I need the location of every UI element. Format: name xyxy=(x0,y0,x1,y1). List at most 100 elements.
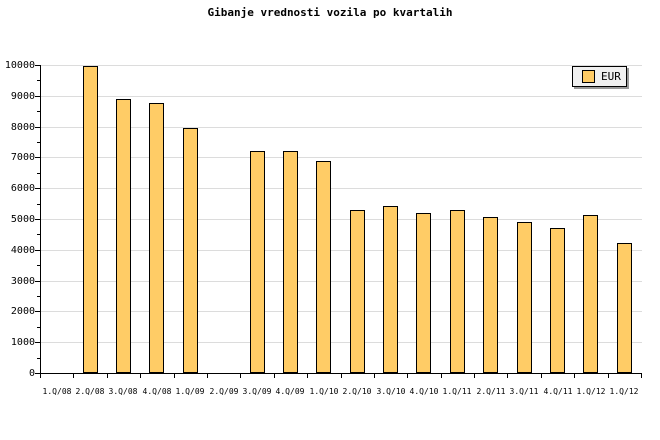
y-axis-major-tick xyxy=(35,281,40,282)
bar-1-q-12 xyxy=(583,215,598,373)
y-axis-major-tick xyxy=(35,157,40,158)
x-axis-category-label: 1.Q/10 xyxy=(309,387,339,396)
chart-title: Gibanje vrednosti vozila po kvartalih xyxy=(207,6,453,19)
bar-4-q-10 xyxy=(416,213,431,373)
y-axis-tick-label: 6000 xyxy=(10,183,35,194)
bar-3-q-09 xyxy=(250,151,265,373)
bar-1-q-11 xyxy=(450,210,465,373)
y-axis-minor-tick xyxy=(37,142,40,143)
y-axis-major-tick xyxy=(35,96,40,97)
gridline xyxy=(41,127,642,128)
y-axis-minor-tick xyxy=(37,296,40,297)
x-axis-tick xyxy=(608,374,609,378)
y-axis-minor-tick xyxy=(37,204,40,205)
x-axis-tick xyxy=(541,374,542,378)
x-axis-category-label: 4.Q/10 xyxy=(409,387,439,396)
y-axis-minor-tick xyxy=(37,80,40,81)
x-axis-category-label: 3.Q/10 xyxy=(376,387,406,396)
y-axis-tick-label: 5000 xyxy=(10,214,35,225)
x-axis-tick xyxy=(574,374,575,378)
y-axis-major-tick xyxy=(35,250,40,251)
y-axis-major-tick xyxy=(35,219,40,220)
bar-2-q-08 xyxy=(83,66,98,373)
x-axis-category-label: 4.Q/08 xyxy=(142,387,172,396)
x-axis-tick xyxy=(474,374,475,378)
x-axis-category-label: 2.Q/10 xyxy=(342,387,372,396)
bar-1-q-09 xyxy=(183,128,198,373)
gridline xyxy=(41,188,642,189)
x-axis-tick xyxy=(641,374,642,378)
y-axis-minor-tick xyxy=(37,265,40,266)
plot-area xyxy=(40,65,642,374)
x-axis-category-label: 2.Q/08 xyxy=(75,387,105,396)
legend-swatch-eur xyxy=(582,70,595,83)
x-axis-tick xyxy=(441,374,442,378)
bar-3-q-10 xyxy=(383,206,398,373)
x-axis-tick xyxy=(507,374,508,378)
y-axis-tick-label: 4000 xyxy=(10,245,35,256)
x-axis-tick xyxy=(140,374,141,378)
y-axis-minor-tick xyxy=(37,173,40,174)
y-axis-tick-label: 7000 xyxy=(10,152,35,163)
gridline xyxy=(41,311,642,312)
bar-4-q-08 xyxy=(149,103,164,373)
x-axis-tick xyxy=(407,374,408,378)
bar-1-q-10 xyxy=(316,161,331,373)
gridline xyxy=(41,65,642,66)
y-axis-major-tick xyxy=(35,373,40,374)
gridline xyxy=(41,157,642,158)
x-axis-category-label: 3.Q/11 xyxy=(509,387,539,396)
x-axis-tick xyxy=(107,374,108,378)
y-axis-tick-label: 9000 xyxy=(10,91,35,102)
bar-3-q-11 xyxy=(517,222,532,373)
bar-1-q-12 xyxy=(617,243,632,373)
legend: EUR xyxy=(572,66,627,87)
y-axis-minor-tick xyxy=(37,234,40,235)
y-axis-major-tick xyxy=(35,65,40,66)
x-axis-category-label: 1.Q/12 xyxy=(576,387,606,396)
x-axis-category-label: 1.Q/12 xyxy=(609,387,639,396)
y-axis-major-tick xyxy=(35,127,40,128)
y-axis-tick-label: 1000 xyxy=(10,337,35,348)
x-axis-category-label: 3.Q/09 xyxy=(242,387,272,396)
y-axis-minor-tick xyxy=(37,327,40,328)
x-axis-category-label: 4.Q/09 xyxy=(275,387,305,396)
x-axis-category-label: 1.Q/11 xyxy=(442,387,472,396)
x-axis-category-label: 1.Q/09 xyxy=(175,387,205,396)
x-axis-category-label: 3.Q/08 xyxy=(108,387,138,396)
gridline xyxy=(41,281,642,282)
y-axis-minor-tick xyxy=(37,111,40,112)
x-axis-tick xyxy=(207,374,208,378)
gridline xyxy=(41,342,642,343)
gridline xyxy=(41,250,642,251)
y-axis-major-tick xyxy=(35,311,40,312)
x-axis-tick xyxy=(240,374,241,378)
x-axis-tick xyxy=(274,374,275,378)
bar-4-q-09 xyxy=(283,151,298,373)
x-axis-category-label: 4.Q/11 xyxy=(543,387,573,396)
y-axis-major-tick xyxy=(35,188,40,189)
y-axis-major-tick xyxy=(35,342,40,343)
y-axis-tick-label: 8000 xyxy=(10,122,35,133)
x-axis-tick xyxy=(73,374,74,378)
x-axis-tick xyxy=(40,374,41,378)
gridline xyxy=(41,219,642,220)
bar-2-q-10 xyxy=(350,210,365,373)
x-axis-category-label: 1.Q/08 xyxy=(42,387,72,396)
y-axis-minor-tick xyxy=(37,358,40,359)
legend-label: EUR xyxy=(601,70,621,83)
bar-3-q-08 xyxy=(116,99,131,373)
x-axis-tick xyxy=(341,374,342,378)
y-axis-tick-label: 10000 xyxy=(4,60,35,71)
y-axis-tick-label: 2000 xyxy=(10,306,35,317)
y-axis-tick-label: 0 xyxy=(28,368,35,379)
x-axis-tick xyxy=(307,374,308,378)
bar-2-q-11 xyxy=(483,217,498,373)
x-axis-category-label: 2.Q/09 xyxy=(209,387,239,396)
x-axis-tick xyxy=(174,374,175,378)
x-axis-tick xyxy=(374,374,375,378)
x-axis-category-label: 2.Q/11 xyxy=(476,387,506,396)
gridline xyxy=(41,96,642,97)
y-axis-tick-label: 3000 xyxy=(10,276,35,287)
